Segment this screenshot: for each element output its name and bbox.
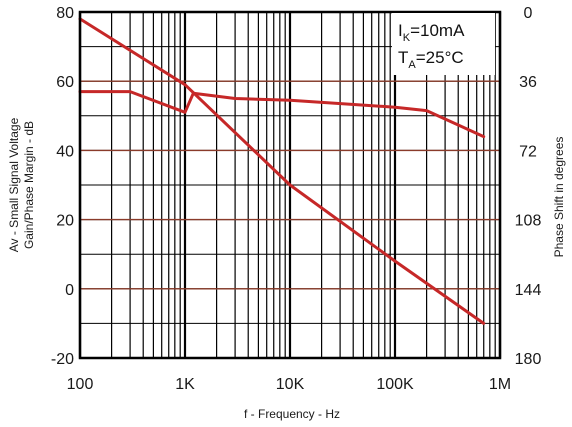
y-axis-title-line1: Av - Small Signal Voltage xyxy=(7,117,21,252)
series-line-1 xyxy=(78,17,486,325)
y2-tick-labels: 0 36 72 108 144 180 xyxy=(515,5,542,368)
y-tick-label: 60 xyxy=(56,74,74,91)
annotation-box: IK=10mA TA=25°C xyxy=(392,13,495,75)
y-tick-label: -20 xyxy=(51,351,74,368)
plot-frame xyxy=(78,10,502,360)
series-line-2 xyxy=(78,90,486,139)
annotation-ta-main: T xyxy=(398,48,408,67)
y-tick-label: 40 xyxy=(56,143,74,160)
annotation-ik-sub: K xyxy=(403,32,411,44)
x-tick-label: 1M xyxy=(489,376,511,393)
y2-tick-label: 108 xyxy=(515,213,542,230)
y-tick-label: 0 xyxy=(65,282,74,299)
annotation-ta: TA=25°C xyxy=(398,48,464,71)
y-tick-label: 20 xyxy=(56,213,74,230)
annotation-ik: IK=10mA xyxy=(398,21,465,44)
y-tick-label: 80 xyxy=(56,5,74,22)
annotation-ik-value: =10mA xyxy=(410,21,465,40)
x-tick-label: 10K xyxy=(276,376,305,393)
y2-axis-title: Phase Shift in degrees xyxy=(552,137,566,258)
y-axis-title-line2: Gain/Phase Margin - dB xyxy=(22,121,36,249)
x-tick-labels: 100 1K 10K 100K 1M xyxy=(67,376,511,393)
x-axis-title: f - Frequency - Hz xyxy=(244,407,340,421)
y2-tick-label: 180 xyxy=(515,351,542,368)
y2-tick-label: 72 xyxy=(519,143,537,160)
x-tick-label: 1K xyxy=(175,376,195,393)
annotation-ik-main: I xyxy=(398,21,403,40)
annotation-ta-value: =25°C xyxy=(416,48,464,67)
y2-tick-label: 36 xyxy=(519,74,537,91)
y-tick-labels: 80 60 40 20 0 -20 xyxy=(51,5,74,368)
x-tick-label: 100K xyxy=(376,376,414,393)
y2-tick-label: 144 xyxy=(515,282,542,299)
y2-tick-label: 0 xyxy=(524,5,533,22)
x-tick-label: 100 xyxy=(67,376,94,393)
series-layer xyxy=(78,17,486,325)
annotation-ta-sub: A xyxy=(408,59,416,71)
